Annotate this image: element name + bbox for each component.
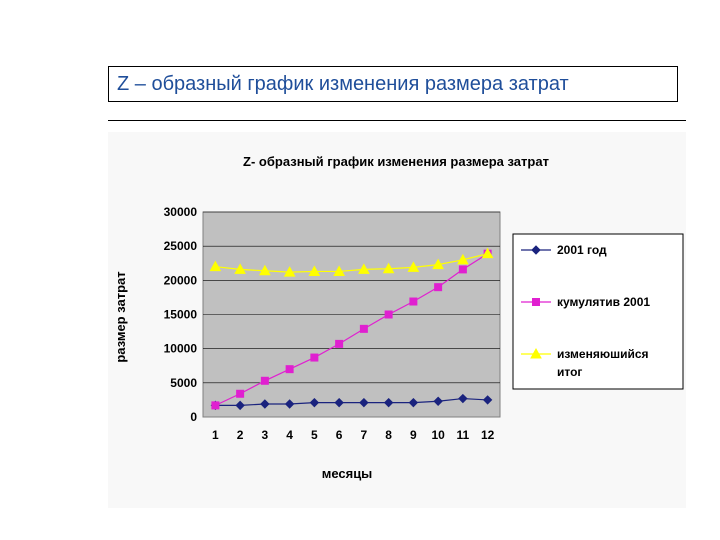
x-tick-label: 6 [336,428,343,442]
x-tick-label: 11 [457,428,470,442]
x-tick-label: 8 [385,428,392,442]
y-tick-label: 0 [190,410,197,424]
data-point [383,397,394,408]
x-axis-ticks: 1 2 3 4 5 6 7 8 9 10 11 12 [212,428,495,442]
data-point [482,395,493,405]
legend-box [512,233,684,390]
y-tick-label: 15000 [164,308,198,322]
legend-label: кумулятив 2001 [557,295,650,309]
y-tick-label: 30000 [164,205,198,219]
data-point [234,263,246,274]
data-point [432,258,444,270]
x-tick-label: 12 [481,428,495,442]
data-point [458,265,467,274]
chart: Z- образный график изменения размера зат… [108,132,686,508]
series-markers [209,247,494,411]
data-point [284,399,295,409]
y-axis-label: размер затрат [113,271,128,362]
x-tick-label: 10 [431,428,445,442]
data-point [407,261,420,272]
y-tick-label: 25000 [164,239,198,253]
data-point [260,376,269,385]
data-point [235,400,245,411]
gridlines [203,211,500,384]
data-point [310,353,319,362]
y-tick-label: 5000 [170,376,197,390]
y-tick-label: 10000 [164,342,198,356]
data-point [359,324,368,333]
data-point [359,397,369,408]
legend-label: изменяюшийся итог [557,347,649,379]
x-tick-label: 7 [361,428,368,442]
data-point [260,399,270,409]
data-point [211,401,220,410]
series-line [215,253,488,406]
y-axis-ticks: 0 5000 10000 15000 20000 25000 30000 [164,205,198,424]
legend: 2001 год кумулятив 2001 изменяюшийся итог [512,233,684,390]
data-point [433,396,443,406]
legend-label: 2001 год [557,243,607,257]
x-tick-label: 1 [212,428,219,442]
data-point [259,264,271,276]
data-point [285,365,294,374]
data-point [358,263,370,274]
data-point [209,260,222,272]
data-point [308,265,321,276]
x-tick-label: 9 [410,428,417,442]
x-axis-label: месяцы [322,466,373,481]
data-point [458,393,468,404]
x-tick-label: 5 [311,428,318,442]
x-tick-label: 3 [262,428,269,442]
title-underline [108,120,686,121]
series-line [215,253,488,273]
y-tick-label: 20000 [164,273,198,287]
data-point [434,283,443,292]
data-point [408,397,419,408]
legend-swatch-marker [530,347,542,359]
data-point [283,266,296,277]
data-point [382,262,395,274]
data-point [334,397,344,408]
data-point [409,297,418,306]
data-point [333,265,345,276]
data-point [481,247,494,259]
chart-title: Z- образный график изменения размера зат… [243,154,549,169]
x-tick-label: 4 [286,428,293,442]
slide-title: Z – образный график изменения размера за… [108,66,678,102]
data-point [309,397,320,408]
x-tick-label: 2 [237,428,244,442]
data-point [384,310,393,319]
legend-swatch-marker [531,245,541,255]
data-point [457,253,469,265]
data-point [335,339,344,348]
legend-swatch-marker [532,298,540,306]
data-point [236,389,245,398]
